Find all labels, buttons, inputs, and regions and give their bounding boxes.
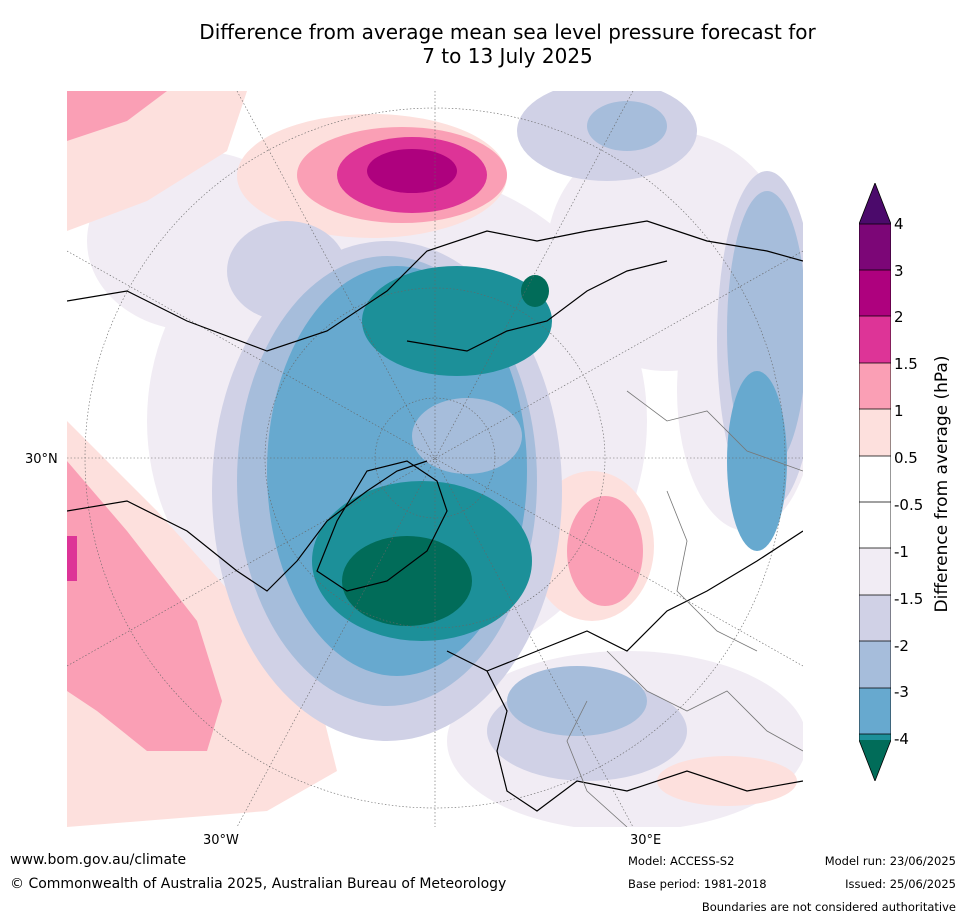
colorbar-swatch-1-1.5 — [859, 363, 891, 409]
footer-base-period: Base period: 1981-2018 — [628, 877, 767, 891]
colorbar-tick-2: 2 — [894, 308, 904, 326]
colorbar-tick-neg-1.5: -1.5 — [894, 590, 924, 608]
anomaly-band-neg-4 — [342, 275, 549, 626]
colorbar-tick-3: 3 — [894, 262, 904, 280]
colorbar-swatch-neg-0.5 — [859, 548, 891, 595]
colorbar-swatch-3-4 — [859, 224, 891, 270]
lat-label-30n: 30°N — [25, 452, 58, 467]
colorbar-extend-high — [859, 183, 891, 224]
lon-label-30w: 30°W — [203, 833, 239, 848]
colorbar-tick-1: 1 — [894, 402, 904, 420]
colorbar-swatch-neg-1.5 — [859, 641, 891, 688]
map-title: Difference from average mean sea level p… — [80, 20, 935, 68]
colorbar-swatch-1.5-2 — [859, 316, 891, 363]
colorbar-tick-4: 4 — [894, 215, 904, 233]
title-line-2: 7 to 13 July 2025 — [422, 44, 593, 68]
colorbar-swatch-neg-2 — [859, 688, 891, 734]
footer-copyright: © Commonwealth of Australia 2025, Austra… — [10, 876, 507, 892]
colorbar-swatch-neg-1 — [859, 595, 891, 641]
colorbar-swatch-neg-3 — [859, 734, 891, 740]
colorbar-tick-neg-1: -1 — [894, 543, 909, 561]
country-borders — [566, 390, 803, 827]
colorbar-extend-low — [859, 740, 891, 781]
polar-lighter-patch — [412, 398, 522, 474]
colorbar-swatch-neutral-2 — [859, 502, 891, 548]
lon-label-30e: 30°E — [630, 833, 662, 848]
coastlines — [67, 220, 803, 812]
footer-model: Model: ACCESS-S2 — [628, 854, 735, 868]
footer-disclaimer: Boundaries are not considered authoritat… — [701, 900, 956, 914]
colorbar-tick-neg-3: -3 — [894, 683, 909, 701]
footer-website: www.bom.gov.au/climate — [10, 852, 187, 868]
footer-issued: Issued: 25/06/2025 — [845, 877, 956, 891]
title-line-1: Difference from average mean sea level p… — [199, 20, 816, 44]
colorbar-swatch-neutral — [859, 456, 891, 502]
anomaly-band-pos-2 — [367, 149, 457, 193]
pressure-anomaly-map — [67, 91, 803, 827]
colorbar-swatch-2-3 — [859, 270, 891, 316]
graticule — [67, 91, 803, 827]
colorbar-tick-neg-2: -2 — [894, 637, 909, 655]
colorbar-tick-1.5: 1.5 — [894, 355, 918, 373]
colorbar-tick-neg-0.5: -0.5 — [894, 496, 924, 514]
colorbar-label: Difference from average (hPa) — [932, 355, 952, 613]
colorbar-tick-0.5: 0.5 — [894, 449, 918, 467]
colorbar-tick-neg-4: -4 — [894, 730, 909, 748]
footer-model-run: Model run: 23/06/2025 — [824, 854, 956, 868]
colorbar-swatch-0.5-1 — [859, 409, 891, 456]
colorbar — [858, 181, 892, 783]
